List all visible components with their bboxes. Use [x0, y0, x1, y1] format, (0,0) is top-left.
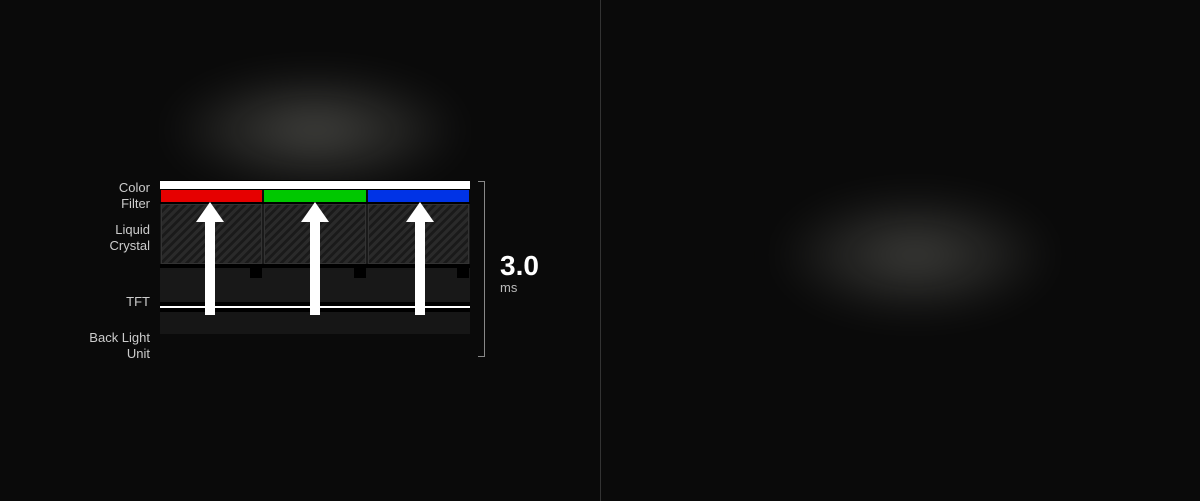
- cf-blue: [368, 190, 469, 202]
- label-color-filter: ColorFilter: [50, 180, 150, 211]
- lc-seg: [368, 204, 469, 264]
- oled-panel: Glass TFT OLED Cathode Encap: [600, 0, 1200, 501]
- cf-green: [264, 190, 365, 202]
- lcd-tft-layer: [160, 264, 470, 302]
- lcd-panel: ColorFilter LiquidCrystal TFT Back Light…: [0, 0, 600, 501]
- lcd-response-metric: 3.0 ms: [500, 252, 539, 295]
- metric-value: 3.0: [500, 252, 539, 280]
- lcd-color-filter: [160, 190, 470, 202]
- lcd-backlight-layer: [160, 302, 470, 312]
- metric-unit: ms: [500, 280, 539, 295]
- tft-seg: [368, 268, 469, 302]
- lcd-layer-stack: [160, 180, 470, 334]
- lc-seg: [264, 204, 365, 264]
- tft-seg: [264, 268, 365, 302]
- lcd-liquid-crystal: [160, 202, 470, 264]
- panel-divider: [600, 0, 601, 501]
- tft-seg: [161, 268, 262, 302]
- label-liquid-crystal: LiquidCrystal: [50, 222, 150, 253]
- label-backlight: Back LightUnit: [50, 330, 150, 361]
- cf-red: [161, 190, 262, 202]
- lc-seg: [161, 204, 262, 264]
- lcd-light-glow: [160, 70, 470, 190]
- lcd-top-glass: [160, 180, 470, 190]
- label-tft: TFT: [50, 294, 150, 310]
- lcd-height-bracket: [478, 181, 485, 357]
- lcd-base-layer: [160, 312, 470, 334]
